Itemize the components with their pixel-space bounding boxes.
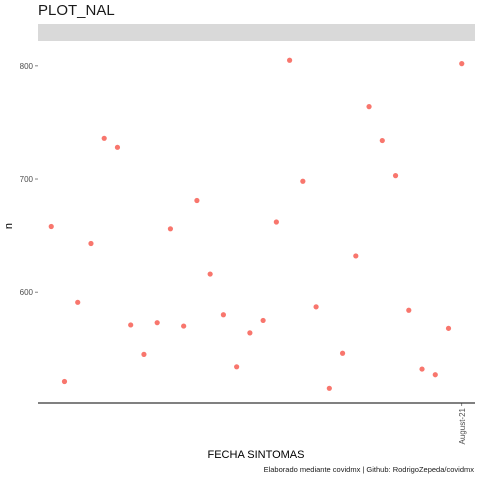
data-point: [75, 299, 81, 305]
data-points: [48, 57, 465, 391]
x-axis: August-21: [38, 402, 475, 444]
y-tick-label: 700: [20, 175, 34, 184]
data-point: [273, 219, 279, 225]
data-point: [48, 223, 54, 230]
data-point: [300, 178, 306, 184]
data-point: [432, 372, 438, 378]
data-point: [379, 137, 385, 144]
data-point: [194, 197, 200, 204]
data-point: [141, 351, 147, 357]
data-point: [445, 325, 452, 331]
data-point: [326, 385, 332, 391]
y-tick-label: 800: [20, 62, 34, 71]
data-point: [220, 312, 226, 318]
data-point: [406, 307, 412, 313]
data-point: [459, 61, 465, 67]
chart-caption: Elaborado mediante covidmx | Github: Rod…: [263, 465, 474, 474]
data-point: [247, 330, 253, 336]
y-tick-label: 600: [20, 288, 34, 297]
y-axis: 600 700 800: [20, 62, 38, 297]
data-point: [101, 135, 107, 141]
data-point: [114, 144, 121, 150]
data-point: [167, 226, 174, 232]
data-point: [88, 240, 94, 247]
data-point: [339, 350, 346, 356]
chart-title: PLOT_NAL: [38, 2, 115, 19]
data-point: [128, 322, 134, 328]
x-axis-title: FECHA SINTOMAS: [208, 449, 305, 461]
data-point: [234, 364, 240, 370]
data-point: [154, 320, 160, 326]
data-point: [392, 173, 399, 179]
data-point: [287, 57, 293, 63]
data-point: [353, 253, 359, 259]
data-point: [207, 271, 213, 277]
data-point: [181, 323, 187, 329]
x-tick-label: August-21: [458, 407, 467, 444]
facet-strip: [38, 24, 475, 41]
y-axis-title: n: [3, 223, 15, 229]
data-point: [61, 378, 68, 385]
data-point: [313, 304, 319, 310]
data-point: [260, 317, 266, 324]
data-point: [366, 104, 372, 110]
data-point: [419, 366, 425, 372]
